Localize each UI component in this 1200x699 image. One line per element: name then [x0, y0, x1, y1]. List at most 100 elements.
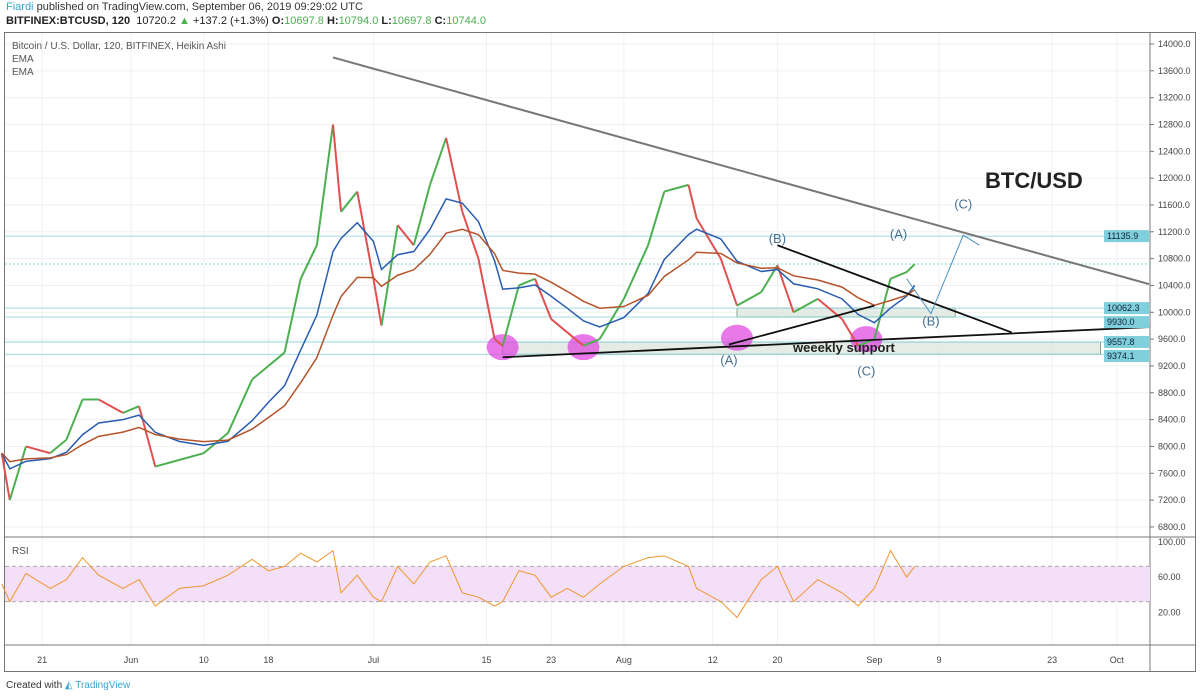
price-segment — [695, 217, 722, 260]
low-value: 10697.8 — [391, 15, 432, 27]
time-tick-label: 20 — [772, 655, 782, 665]
footer: Created with ◭ TradingView — [6, 680, 130, 691]
chart-frame[interactable] — [4, 32, 1196, 672]
wave-label: (A) — [720, 353, 737, 368]
weekly-support-trendline — [502, 326, 1150, 359]
chart-legend: Bitcoin / U.S. Dollar, 120, BITFINEX, He… — [12, 40, 226, 79]
price-tick-label: 10000.0 — [1158, 307, 1191, 317]
price-tick-label: 13200.0 — [1158, 93, 1191, 103]
price-tick-label: 12000.0 — [1158, 173, 1191, 183]
price-badge — [1104, 316, 1149, 329]
price-segment — [518, 277, 536, 287]
price-badge-label: 10062.3 — [1107, 303, 1140, 313]
descending-resistance — [332, 56, 1150, 286]
price-segment — [736, 291, 762, 307]
publish-info: Fiardi published on TradingView.com, Sep… — [6, 1, 363, 13]
price-badge-label: 11135.9 — [1107, 231, 1138, 241]
symbol: BITFINEX:BTCUSD, 120 — [6, 15, 131, 27]
price-segment — [396, 224, 415, 246]
highlight-circle — [486, 334, 519, 361]
open-value: 10697.8 — [284, 15, 324, 27]
price-segment — [873, 278, 892, 340]
price-segment — [49, 438, 67, 454]
time-tick-label: 10 — [199, 655, 209, 665]
price-badge-label: 9930.0 — [1107, 317, 1135, 327]
wave-label: (A) — [890, 227, 907, 242]
price-tick-label: 8800.0 — [1158, 388, 1186, 398]
price-segment — [493, 338, 504, 347]
price-segment — [65, 399, 84, 441]
price-segment — [477, 258, 496, 340]
price-segment — [905, 263, 916, 273]
price-segment — [461, 211, 480, 259]
tradingview-link[interactable]: TradingView — [75, 680, 131, 691]
price-segment — [8, 446, 27, 501]
ema-line-1 — [1, 197, 916, 470]
triangle-upper — [777, 244, 1013, 334]
created-with: Created with — [6, 680, 63, 691]
price-segment — [687, 184, 698, 219]
price-badge — [1104, 230, 1149, 243]
weekly-support-label: weeekly support — [792, 340, 896, 355]
price-tick-label: 8000.0 — [1158, 441, 1186, 451]
price-segment — [179, 452, 204, 461]
last-price: 10720.2 — [136, 15, 176, 27]
price-segment — [412, 184, 431, 246]
price-segment — [719, 258, 738, 306]
price-segment — [445, 137, 464, 212]
price-segment — [890, 271, 908, 280]
rsi-tick-label: 60.00 — [1158, 572, 1181, 582]
time-tick-label: 9 — [936, 655, 941, 665]
triangle-lower — [728, 304, 875, 346]
rsi-band — [5, 566, 1150, 602]
price-tick-label: 8400.0 — [1158, 415, 1186, 425]
price-tick-label: 12400.0 — [1158, 146, 1191, 156]
price-segment — [583, 338, 601, 347]
time-tick-label: Jun — [124, 655, 139, 665]
rsi-label: RSI — [12, 546, 29, 557]
price-segment — [332, 124, 343, 212]
price-segment — [299, 244, 318, 280]
author-link[interactable]: Fiardi — [6, 1, 34, 13]
price-segment — [98, 398, 124, 414]
price-segment — [598, 298, 625, 340]
price-segment — [647, 191, 666, 246]
wave-label: (B) — [922, 314, 939, 329]
open-label: O: — [271, 15, 285, 27]
price-segment — [251, 365, 269, 381]
price-segment — [138, 405, 157, 467]
legend-title: Bitcoin / U.S. Dollar, 120, BITFINEX, He… — [12, 41, 226, 52]
high-value: 10794.0 — [338, 15, 379, 27]
price-segment — [622, 244, 650, 300]
price-segment — [283, 278, 302, 353]
price-badge-label: 9557.8 — [1107, 337, 1135, 347]
price-tick-label: 6800.0 — [1158, 522, 1186, 532]
time-tick-label: 15 — [482, 655, 492, 665]
price-segment — [501, 285, 520, 347]
ema-line-2 — [1, 228, 916, 463]
time-tick-label: 21 — [37, 655, 47, 665]
price-badge — [1104, 349, 1149, 362]
time-tick-label: Aug — [616, 655, 632, 665]
price-badge — [1104, 302, 1149, 315]
high-label: H: — [326, 15, 339, 27]
up-triangle-icon: ▲ — [179, 15, 190, 27]
price-segment — [340, 190, 359, 213]
wave-projection — [906, 234, 980, 315]
price-tick-label: 9600.0 — [1158, 334, 1186, 344]
legend-ema-1: EMA — [12, 54, 34, 65]
price-segment — [566, 331, 585, 347]
ohlc-bar: BITFINEX:BTCUSD, 120 10720.2 ▲ +137.2 (+… — [6, 15, 486, 27]
change: +137.2 (+1.3%) — [192, 15, 269, 27]
time-tick-label: 12 — [708, 655, 718, 665]
wave-label: (C) — [954, 196, 972, 211]
price-segment — [776, 265, 795, 313]
price-segment — [267, 351, 286, 367]
price-tick-label: 11200.0 — [1158, 227, 1190, 237]
price-tick-label: 9200.0 — [1158, 361, 1186, 371]
price-badge — [1104, 335, 1149, 348]
price-segment — [372, 278, 383, 326]
price-segment — [793, 298, 819, 314]
price-badge-label: 9374.1 — [1107, 351, 1135, 361]
